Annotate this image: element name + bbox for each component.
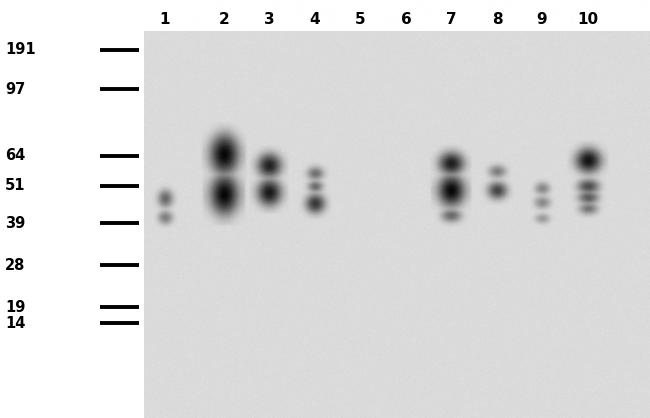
Text: 14: 14 [5,316,25,331]
Text: 28: 28 [5,257,25,273]
Text: 3: 3 [264,13,274,28]
Text: 8: 8 [491,13,502,28]
Text: 19: 19 [5,300,25,314]
Text: 6: 6 [400,13,411,28]
Text: 39: 39 [5,216,25,230]
Text: 191: 191 [5,43,36,58]
Text: 51: 51 [5,178,25,194]
Text: 97: 97 [5,82,25,97]
Text: 7: 7 [446,13,456,28]
Text: 4: 4 [309,13,320,28]
Text: 2: 2 [218,13,229,28]
Text: 5: 5 [355,13,365,28]
Text: 10: 10 [577,13,599,28]
Text: 1: 1 [160,13,170,28]
Text: 64: 64 [5,148,25,163]
Text: 9: 9 [537,13,547,28]
